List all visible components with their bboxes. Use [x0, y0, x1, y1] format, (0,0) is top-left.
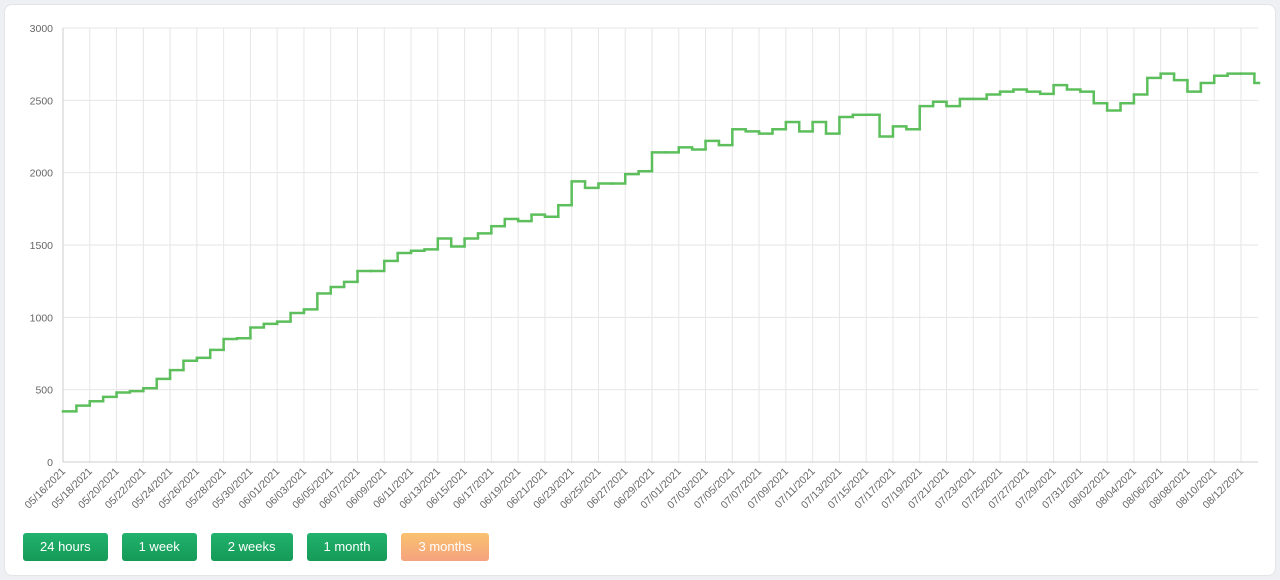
y-tick-label: 500	[35, 385, 53, 397]
y-tick-label: 3000	[30, 23, 54, 35]
range-button[interactable]: 2 weeks	[210, 533, 293, 561]
range-button[interactable]: 1 month	[306, 533, 388, 561]
range-button[interactable]: 24 hours	[23, 533, 108, 561]
y-tick-label: 1500	[30, 240, 54, 252]
y-tick-label: 2000	[30, 168, 54, 180]
range-button[interactable]: 1 week	[121, 533, 197, 561]
y-tick-label: 0	[47, 457, 53, 469]
range-button[interactable]: 3 months	[401, 533, 489, 561]
y-tick-label: 1000	[30, 312, 54, 324]
y-tick-label: 2500	[30, 95, 54, 107]
range-buttons: 24 hours 1 week 2 weeks 1 month 3 months	[23, 533, 503, 561]
step-riser	[75, 73, 1256, 412]
chart-card: 0 500 1000 1500 2000 2500 3000 05/16/2021 05/18/…	[4, 4, 1276, 576]
chart: 05001000150020002500300005/16/202105/18/…	[22, 23, 1261, 511]
